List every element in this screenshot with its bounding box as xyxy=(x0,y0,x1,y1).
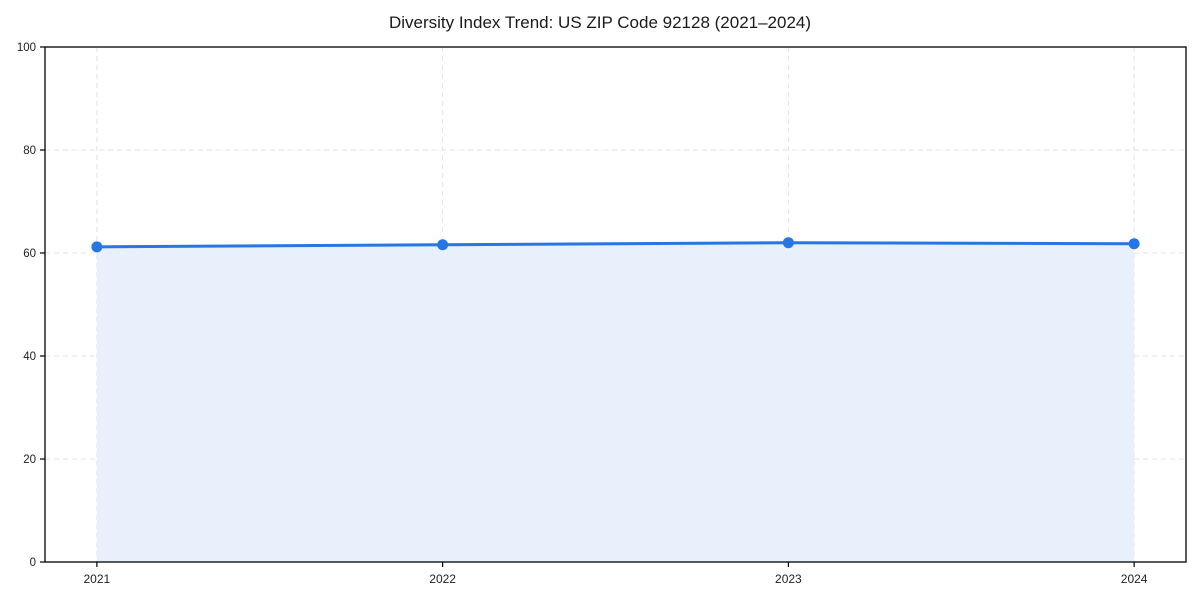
data-point-marker xyxy=(91,241,103,253)
y-tick-label: 40 xyxy=(23,351,36,363)
x-tick-label: 2023 xyxy=(775,572,802,586)
x-tick-label: 2021 xyxy=(84,572,111,586)
data-point-marker xyxy=(1128,238,1140,250)
y-tick-label: 80 xyxy=(23,145,36,157)
x-tick-label: 2022 xyxy=(429,572,456,586)
chart-title: Diversity Index Trend: US ZIP Code 92128… xyxy=(388,13,812,32)
y-tick-label: 20 xyxy=(23,454,36,466)
x-axis: 2021 2022 2023 2024 xyxy=(84,562,1148,586)
data-line xyxy=(95,241,1136,249)
y-axis: 0 20 40 60 80 100 xyxy=(17,42,45,569)
y-tick-label: 0 xyxy=(30,557,36,569)
y-tick-label: 100 xyxy=(17,42,36,54)
data-point-marker xyxy=(782,237,794,249)
x-tick-label: 2024 xyxy=(1121,572,1148,586)
y-tick-label: 60 xyxy=(23,248,36,260)
axis-frame xyxy=(44,46,1187,563)
area-fill xyxy=(96,242,1135,562)
data-points xyxy=(91,237,1140,253)
data-point-marker xyxy=(437,239,449,251)
